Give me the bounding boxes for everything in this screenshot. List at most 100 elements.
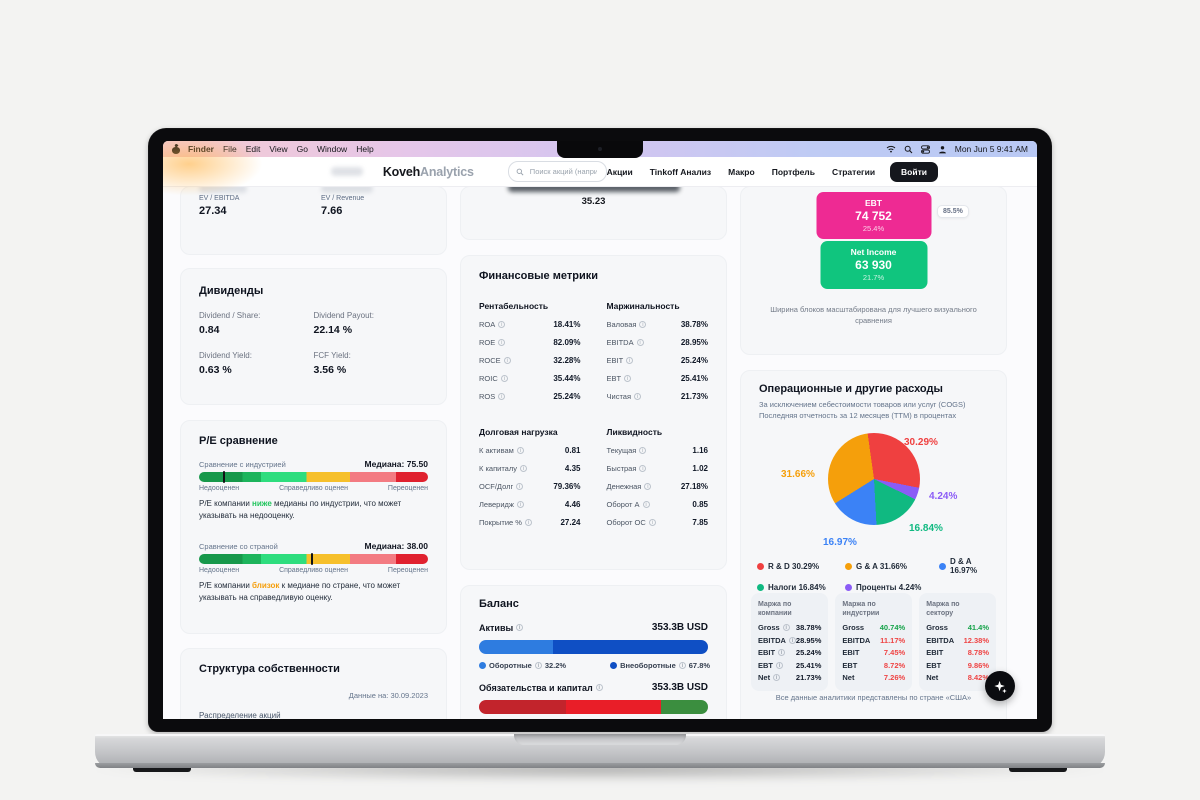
metric-value: 28.95% (680, 338, 708, 347)
ebt-block: EBT 74 752 25.4% (816, 192, 931, 239)
info-icon[interactable]: i (516, 501, 524, 508)
info-icon[interactable]: i (498, 393, 506, 400)
info-icon[interactable]: i (498, 339, 506, 346)
legend-dot (845, 562, 852, 570)
metric-value: 28.95% (795, 635, 822, 645)
nav-item-portfolio[interactable]: Портфель (771, 166, 815, 177)
ai-assistant-button[interactable] (985, 671, 1015, 701)
info-icon[interactable]: i (678, 662, 686, 669)
info-icon[interactable]: i (516, 483, 524, 490)
metric-row: Текущая i 1.16 (607, 446, 709, 455)
metric-value: 4.46 (564, 500, 581, 509)
pie-callout: 30.29% (904, 437, 938, 448)
info-icon[interactable]: i (639, 465, 647, 472)
user-icon[interactable] (938, 145, 947, 154)
menubar-item-help[interactable]: Help (356, 144, 374, 154)
info-icon[interactable]: i (773, 674, 781, 682)
median-value: Медиана: 38.00 (364, 541, 428, 551)
metric-label: Net (926, 673, 939, 683)
info-icon[interactable]: i (634, 393, 642, 400)
metric-value: 25.24% (795, 648, 822, 658)
legend-label: Внеоборотные (620, 661, 676, 670)
table-title: Маржа по индустрии (842, 601, 880, 618)
metric-label: Gross (926, 623, 948, 633)
spotlight-search-icon[interactable] (904, 145, 913, 154)
info-icon[interactable]: i (516, 447, 524, 454)
metric-label: EBT (926, 660, 942, 670)
laptop-base (95, 734, 1105, 772)
nav-item-macro[interactable]: Макро (728, 166, 755, 177)
camera-dot (598, 147, 602, 151)
menubar-item-window[interactable]: Window (316, 144, 348, 154)
metric-row: EBIT 8.78% (926, 648, 989, 657)
menubar-item-file[interactable]: File (222, 144, 237, 154)
blurred-value (199, 186, 247, 193)
pie-callout: 4.24% (929, 491, 958, 502)
info-icon[interactable]: i (648, 519, 656, 526)
menubar-item-view[interactable]: View (269, 144, 288, 154)
dividend-value: 0.84 (199, 324, 220, 336)
dividend-item: Dividend / Share: 0.84 (199, 311, 314, 336)
menubar-clock[interactable]: Mon Jun 5 9:41 AM (954, 144, 1028, 154)
info-icon[interactable]: i (644, 483, 652, 490)
info-icon[interactable]: i (500, 375, 508, 382)
nav-item-tinkoff-analysis[interactable]: Tinkoff Анализ (649, 166, 712, 177)
info-icon[interactable]: i (636, 339, 644, 346)
data-as-of: Данные на: 30.09.2023 (348, 691, 428, 700)
pe-country-note: P/E компании близок к медиане по стране,… (199, 580, 432, 603)
info-icon[interactable]: i (595, 684, 603, 691)
legend-item: Проценты 4.24% (845, 583, 939, 592)
search-input[interactable] (527, 166, 599, 177)
dividend-label: Dividend / Share: (199, 311, 261, 320)
nav-item-stocks[interactable]: Акции (606, 166, 633, 177)
info-icon[interactable]: i (498, 321, 506, 328)
dashboard-content: EV / EBITDA 27.34 EV / Revenue 7.66 Диви… (163, 186, 1037, 719)
info-icon[interactable]: i (639, 321, 647, 328)
info-icon[interactable]: i (626, 357, 634, 364)
legend-label: Налоги 16.84% (768, 583, 826, 592)
brand-logo[interactable]: KovehAnalytics (383, 165, 474, 179)
metric-row: Net i 21.73% (758, 673, 821, 682)
lid-groove (514, 734, 686, 745)
info-icon[interactable]: i (776, 661, 783, 669)
apple-logo-icon[interactable] (172, 145, 180, 154)
metric-label: Net i (758, 673, 781, 682)
info-icon[interactable]: i (778, 649, 786, 657)
info-icon[interactable]: i (639, 447, 647, 454)
menubar-item-edit[interactable]: Edit (245, 144, 261, 154)
nav-item-strategies[interactable]: Стратегии (831, 166, 876, 177)
income-funnel-card: EBT 74 752 25.4% 85.5% Net Income 63 930… (740, 186, 1007, 355)
info-icon[interactable]: i (524, 519, 532, 526)
menubar-item-finder[interactable]: Finder (188, 144, 214, 154)
note-highlight: ниже (252, 499, 272, 508)
search-box[interactable] (507, 161, 607, 182)
margin-table-sector: Маржа по сектору Gross 41.4% EBITDA 12.38% E… (919, 593, 997, 691)
info-icon[interactable]: i (516, 624, 524, 631)
metric-value: 0.81 (564, 446, 581, 455)
metrics-group-liquidity: Ликвидность Текущая i 1.16 Быстрая i 1.02 Дене… (607, 427, 709, 536)
info-icon[interactable]: i (534, 662, 542, 669)
dividend-value: 22.14 % (313, 324, 353, 336)
legend-pct: 32.2% (544, 661, 567, 670)
pe-comparison-card: P/E сравнение Сравнение с индустрией Мед… (180, 420, 447, 634)
assets-row: Активы i 353.3B USD (479, 622, 708, 633)
pe-country-row: Сравнение со страной Медиана: 38.00 (199, 541, 428, 551)
control-center-icon[interactable] (920, 144, 930, 154)
info-icon[interactable]: i (642, 501, 650, 508)
info-icon[interactable]: i (503, 357, 511, 364)
assets-bar (479, 640, 708, 654)
info-icon[interactable]: i (788, 636, 796, 644)
legend-dot (845, 584, 852, 591)
pie-callout: 16.97% (823, 537, 857, 548)
info-icon[interactable]: i (782, 624, 790, 632)
metric-label: Леверидж i (479, 500, 524, 509)
net-income-block: Net Income 63 930 21.7% (820, 241, 927, 289)
menubar-item-go[interactable]: Go (296, 144, 308, 154)
wifi-icon[interactable] (886, 145, 896, 153)
info-icon[interactable]: i (624, 375, 632, 382)
legend-label: D & A 16.97% (950, 557, 978, 575)
info-icon[interactable]: i (519, 465, 527, 472)
search-icon (516, 163, 524, 181)
login-button[interactable]: Войти (890, 161, 938, 182)
